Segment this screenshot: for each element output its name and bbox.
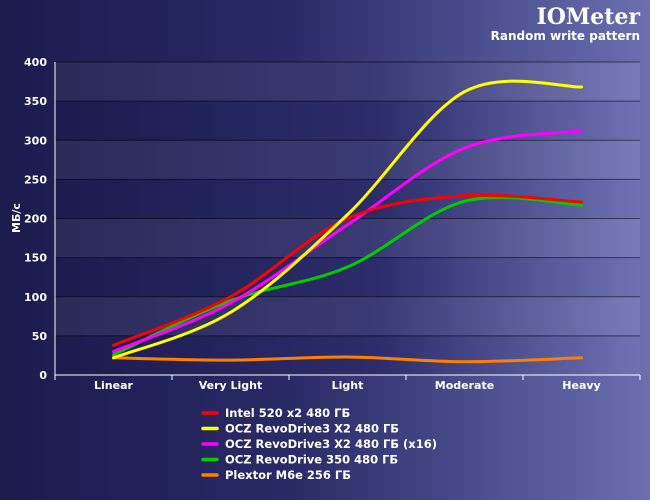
x-tick-label: Heavy — [562, 379, 600, 392]
series-line — [112, 129, 583, 353]
y-axis-label: МБ/с — [10, 203, 23, 233]
legend-label: Plextor M6e 256 ГБ — [225, 468, 351, 482]
y-tick-label: 400 — [24, 56, 47, 69]
grid-band — [55, 62, 640, 102]
grid-band — [55, 296, 640, 336]
x-axis-ticks: Linear Very Light Light Moderate Heavy — [54, 375, 641, 392]
legend-label: OCZ RevoDrive 350 480 ГБ — [225, 453, 398, 467]
y-tick-label: 0 — [39, 369, 47, 382]
y-axis-ticks: 0 50 100 150 200 250 300 350 400 — [24, 56, 47, 382]
chart-subtitle: Random write pattern — [491, 29, 640, 43]
x-tick-label: Light — [332, 379, 364, 392]
x-tick-label: Very Light — [199, 379, 263, 392]
series-line — [112, 79, 583, 360]
series-line — [112, 195, 583, 357]
y-tick-label: 100 — [24, 291, 47, 304]
series-lines — [112, 79, 583, 364]
y-tick-label: 150 — [24, 252, 47, 265]
series-line — [112, 193, 583, 347]
y-tick-label: 200 — [24, 213, 47, 226]
series-line — [112, 355, 583, 364]
legend-label: OCZ RevoDrive3 X2 480 ГБ (x16) — [225, 437, 437, 451]
grid-lines — [55, 61, 640, 376]
chart-title: IOMeter — [536, 4, 640, 30]
axes — [54, 62, 640, 376]
y-tick-label: 50 — [32, 330, 48, 343]
x-tick-label: Moderate — [435, 379, 494, 392]
y-tick-label: 350 — [24, 95, 47, 108]
grid-band — [55, 140, 640, 180]
legend: Intel 520 x2 480 ГБ OCZ RevoDrive3 X2 480… — [201, 406, 437, 482]
legend-label: OCZ RevoDrive3 X2 480 ГБ — [225, 422, 399, 436]
y-tick-label: 300 — [24, 134, 47, 147]
x-tick-label: Linear — [94, 379, 133, 392]
legend-label: Intel 520 x2 480 ГБ — [225, 406, 350, 420]
y-tick-label: 250 — [24, 173, 47, 186]
